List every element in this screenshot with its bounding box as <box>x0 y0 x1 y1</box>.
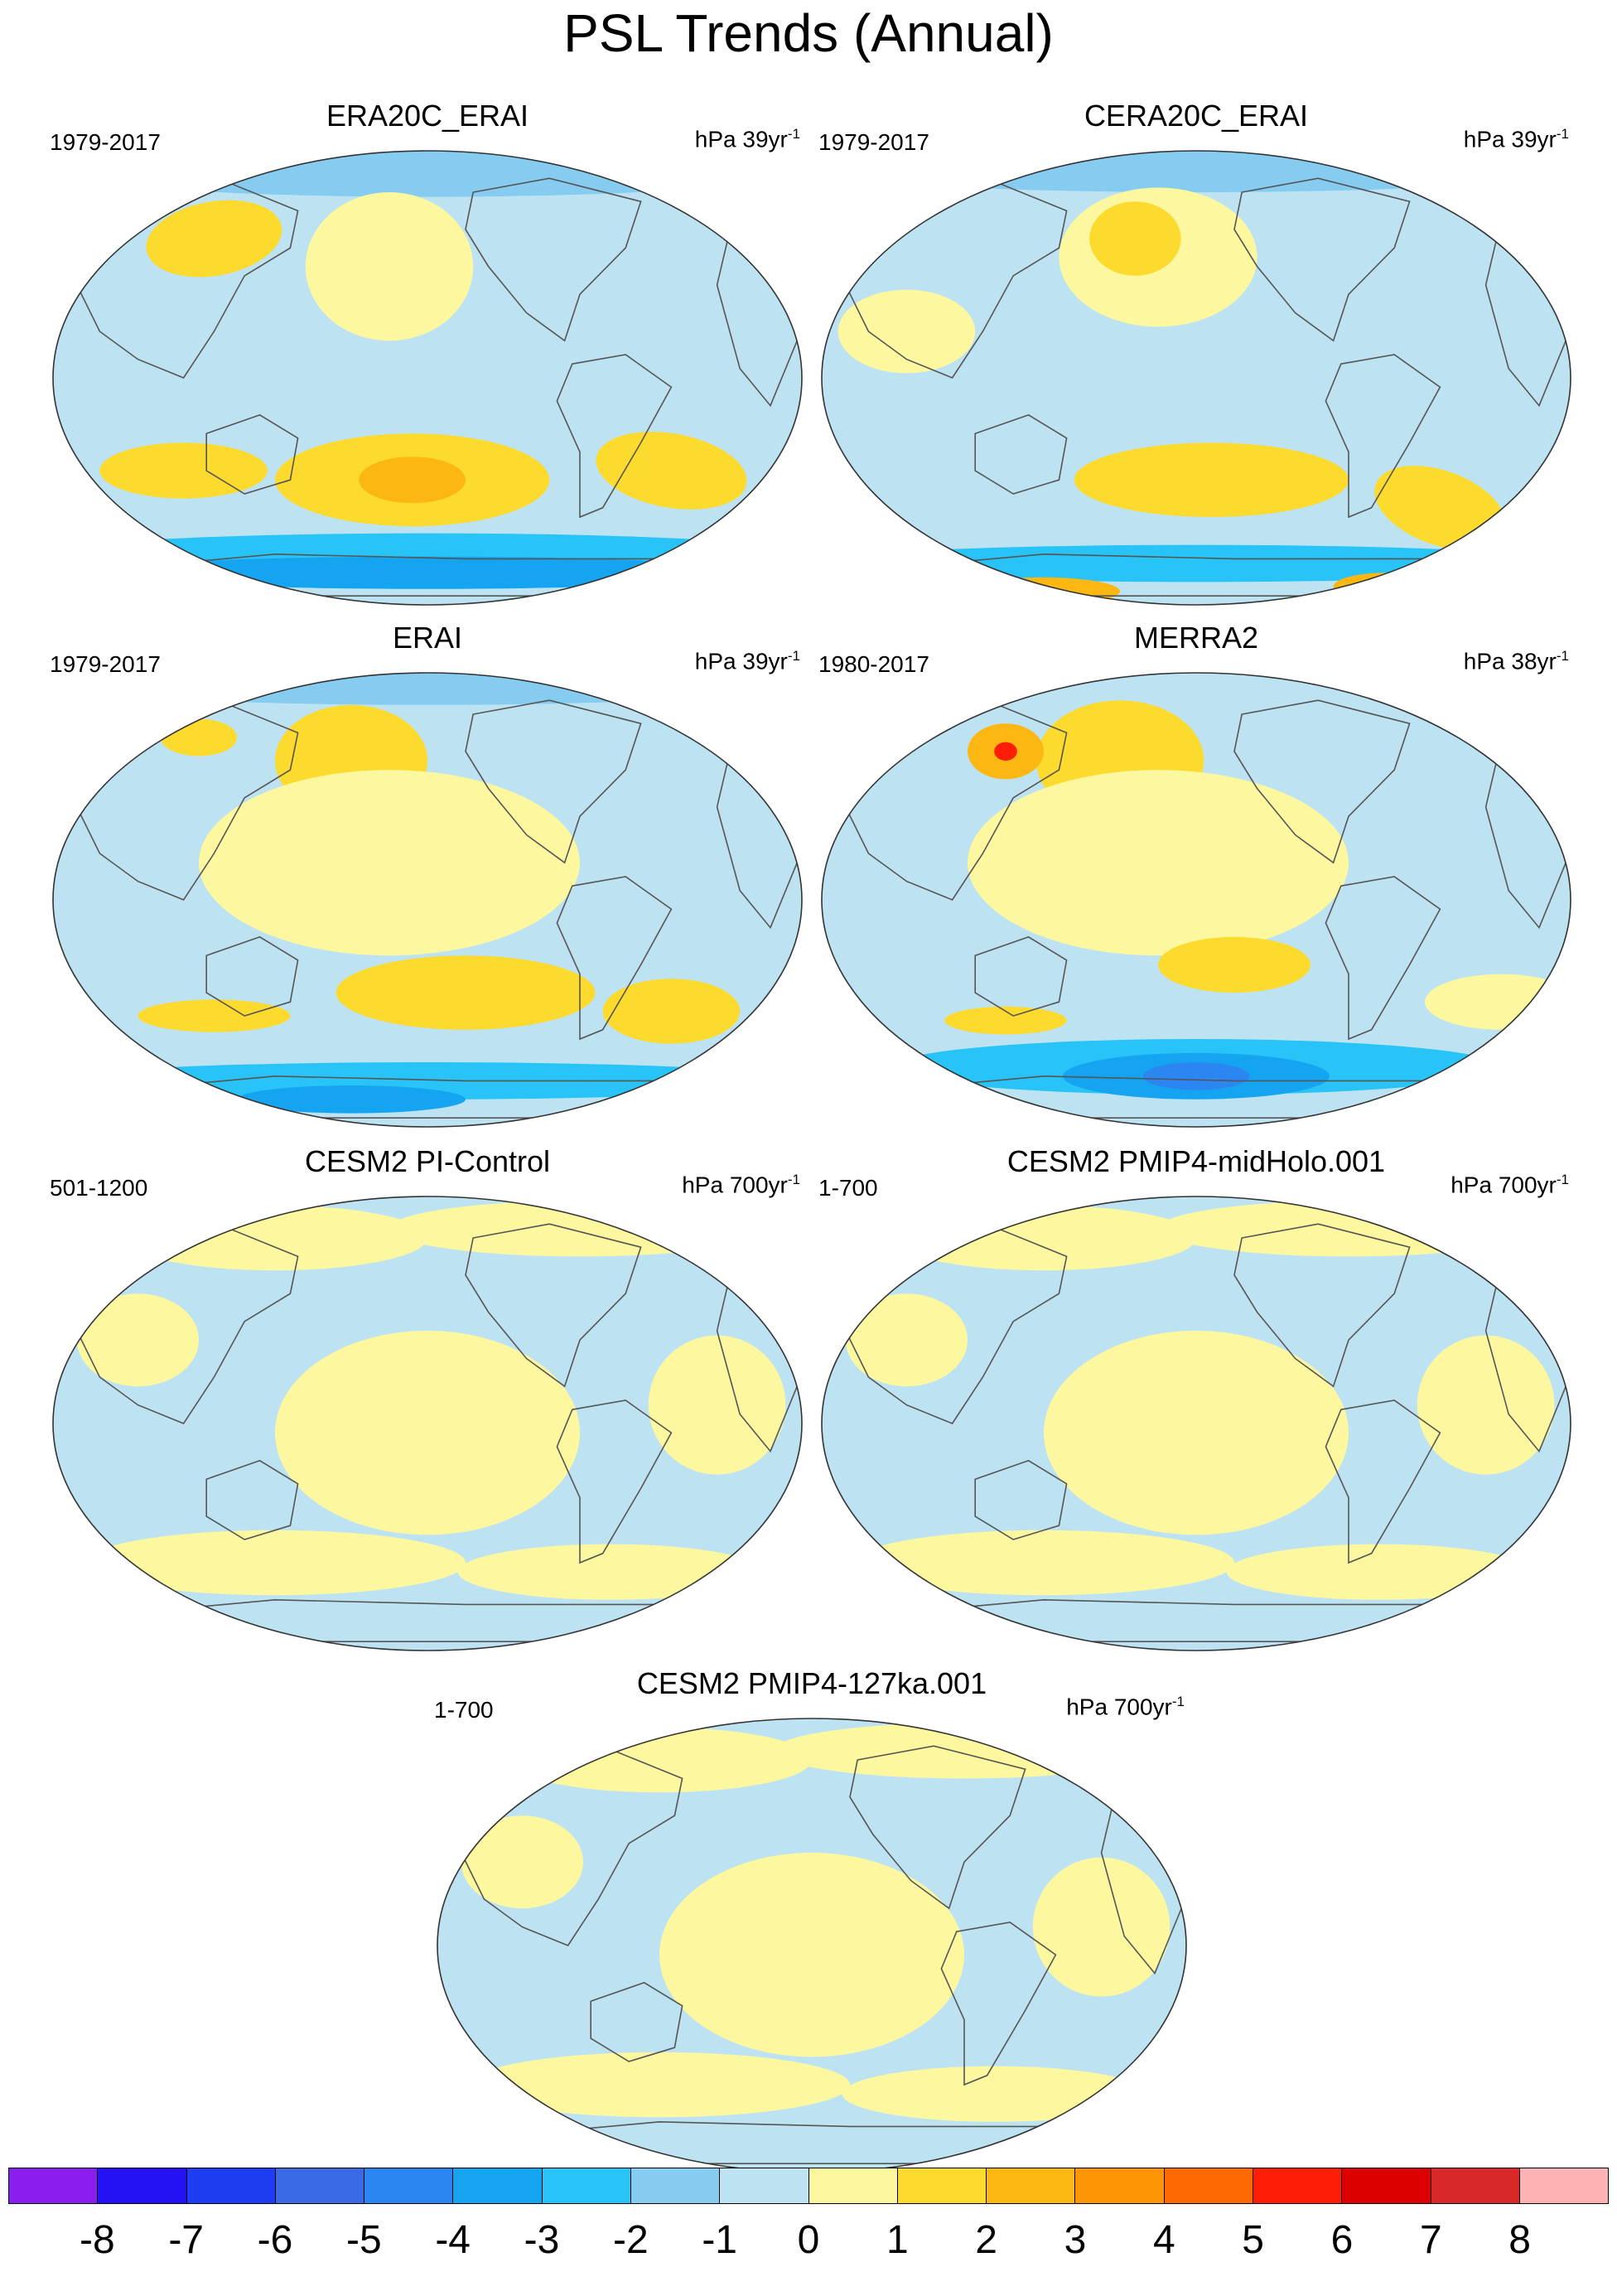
panel-period: 1980-2017 <box>818 651 929 677</box>
colorbar-bar <box>8 2168 1609 2204</box>
figure-title: PSL Trends (Annual) <box>563 3 1054 63</box>
colorbar-segment <box>987 2168 1076 2203</box>
map-frame <box>52 1196 803 1651</box>
map-frame <box>821 672 1571 1128</box>
colorbar-tick-label: 4 <box>1152 2218 1175 2262</box>
colorbar-segment <box>720 2168 809 2203</box>
panel-units: hPa 39yr-1 <box>1463 126 1569 152</box>
colorbar-segment <box>542 2168 631 2203</box>
world-map <box>46 146 808 610</box>
map-svg <box>52 150 803 606</box>
colorbar-tick-label: -3 <box>524 2218 560 2262</box>
colorbar-segment <box>1342 2168 1431 2203</box>
map-panel: CESM2 PMIP4-127ka.001 1-700 hPa 700yr-1 <box>431 1665 1193 2196</box>
map-svg <box>821 1196 1571 1651</box>
panel-title: ERAI <box>392 621 463 655</box>
colorbar-tick-label: -6 <box>257 2218 293 2262</box>
panel-units: hPa 39yr-1 <box>694 648 800 674</box>
panel-period: 1979-2017 <box>818 129 929 155</box>
colorbar-segment <box>1164 2168 1253 2203</box>
colorbar-segment <box>9 2168 99 2203</box>
panel-period: 1-700 <box>818 1175 878 1201</box>
map-svg <box>821 150 1571 606</box>
map-frame <box>52 150 803 606</box>
colorbar-tick-label: 3 <box>1064 2218 1087 2262</box>
map-panel: MERRA2 1980-2017 hPa 38yr-1 <box>815 620 1577 1150</box>
colorbar-tick-label: 8 <box>1508 2218 1531 2262</box>
colorbar-tick-label: 0 <box>797 2218 820 2262</box>
panel-title: CERA20C_ERAI <box>1084 99 1309 133</box>
colorbar-tick-label: -4 <box>435 2218 471 2262</box>
colorbar-tick-label: 1 <box>886 2218 909 2262</box>
panel-period: 1-700 <box>434 1697 494 1723</box>
panel-title: CESM2 PI-Control <box>304 1144 551 1178</box>
colorbar-tick-label: 2 <box>975 2218 997 2262</box>
colorbar-tick-label: -7 <box>168 2218 204 2262</box>
colorbar-segment <box>897 2168 987 2203</box>
panel-period: 1979-2017 <box>50 651 161 677</box>
panel-units: hPa 700yr-1 <box>682 1172 800 1198</box>
world-map <box>46 668 808 1132</box>
panel-period: 1979-2017 <box>50 129 161 155</box>
map-frame <box>821 1196 1571 1651</box>
colorbar-tick-label: -1 <box>702 2218 737 2262</box>
world-map <box>815 1192 1577 1656</box>
colorbar: -8 -7 -6 -5 -4 -3 -2 -1 0 1 2 3 4 5 6 7 8 <box>8 2168 1609 2292</box>
colorbar-tick-label: -8 <box>79 2218 115 2262</box>
colorbar-segment <box>275 2168 365 2203</box>
map-svg <box>52 1196 803 1651</box>
panel-title: MERRA2 <box>1133 621 1259 655</box>
map-panel: CESM2 PMIP4-midHolo.001 1-700 hPa 700yr-… <box>815 1143 1577 1674</box>
colorbar-segment <box>186 2168 276 2203</box>
colorbar-tick-label: 5 <box>1242 2218 1264 2262</box>
panel-title: CESM2 PMIP4-midHolo.001 <box>1006 1144 1386 1178</box>
colorbar-segment <box>453 2168 543 2203</box>
map-panel: CESM2 PI-Control 501-1200 hPa 700yr-1 <box>46 1143 808 1674</box>
map-panel: CERA20C_ERAI 1979-2017 hPa 39yr-1 <box>815 98 1577 628</box>
colorbar-tick-label: -5 <box>345 2218 382 2262</box>
map-svg <box>437 1718 1187 2173</box>
colorbar-segment <box>1075 2168 1165 2203</box>
colorbar-tick-label: 6 <box>1330 2218 1354 2262</box>
panel-units: hPa 39yr-1 <box>694 126 800 152</box>
colorbar-segment <box>1519 2168 1609 2203</box>
world-map <box>431 1714 1193 2178</box>
world-map <box>46 1192 808 1656</box>
map-svg <box>821 672 1571 1128</box>
colorbar-segment <box>98 2168 187 2203</box>
map-frame <box>52 672 803 1128</box>
world-map <box>815 146 1577 610</box>
colorbar-tick-label: 7 <box>1419 2218 1442 2262</box>
panel-title: ERA20C_ERAI <box>326 99 529 133</box>
panel-units: hPa 38yr-1 <box>1463 648 1569 674</box>
colorbar-segment <box>364 2168 454 2203</box>
map-panel: ERA20C_ERAI 1979-2017 hPa 39yr-1 <box>46 98 808 628</box>
panel-units: hPa 700yr-1 <box>1066 1694 1185 1720</box>
panel-units: hPa 700yr-1 <box>1450 1172 1569 1198</box>
panel-title: CESM2 PMIP4-127ka.001 <box>636 1666 987 1700</box>
map-svg <box>52 672 803 1128</box>
map-frame <box>821 150 1571 606</box>
colorbar-segment <box>1431 2168 1520 2203</box>
colorbar-segment <box>808 2168 898 2203</box>
map-panel: ERAI 1979-2017 hPa 39yr-1 <box>46 620 808 1150</box>
world-map <box>815 668 1577 1132</box>
colorbar-segment <box>630 2168 721 2203</box>
colorbar-segment <box>1253 2168 1343 2203</box>
panel-period: 501-1200 <box>50 1175 148 1201</box>
colorbar-tick-label: -2 <box>612 2218 649 2262</box>
